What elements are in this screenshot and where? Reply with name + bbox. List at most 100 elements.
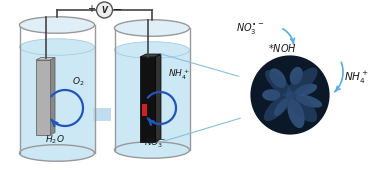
Polygon shape	[265, 123, 280, 150]
Polygon shape	[301, 44, 309, 61]
Polygon shape	[309, 110, 347, 141]
Polygon shape	[235, 100, 259, 109]
Bar	[20, 47, 94, 153]
Ellipse shape	[265, 70, 292, 97]
Polygon shape	[318, 88, 345, 95]
Polygon shape	[235, 49, 262, 73]
Polygon shape	[320, 101, 345, 112]
Ellipse shape	[20, 145, 94, 161]
Polygon shape	[316, 60, 329, 71]
Polygon shape	[296, 120, 311, 164]
Polygon shape	[324, 85, 339, 89]
Polygon shape	[251, 68, 265, 79]
Polygon shape	[307, 111, 344, 148]
Text: $O_2$: $O_2$	[72, 76, 85, 88]
Polygon shape	[318, 98, 363, 109]
Ellipse shape	[115, 142, 189, 158]
Text: V: V	[102, 6, 107, 15]
Polygon shape	[273, 128, 279, 141]
Polygon shape	[155, 54, 161, 142]
Polygon shape	[321, 93, 336, 99]
Polygon shape	[265, 56, 275, 67]
Polygon shape	[312, 37, 335, 65]
Bar	[36, 60, 50, 135]
Polygon shape	[265, 116, 279, 135]
Polygon shape	[313, 53, 327, 69]
Polygon shape	[313, 110, 332, 125]
Polygon shape	[305, 129, 310, 137]
Polygon shape	[215, 72, 260, 89]
Polygon shape	[269, 26, 284, 70]
Polygon shape	[281, 121, 291, 170]
Polygon shape	[287, 20, 293, 66]
Ellipse shape	[20, 39, 94, 55]
Polygon shape	[243, 98, 254, 102]
Polygon shape	[285, 123, 292, 140]
Polygon shape	[224, 105, 255, 122]
Polygon shape	[218, 66, 260, 86]
Text: +: +	[87, 4, 96, 14]
Text: $*NOH$: $*NOH$	[268, 42, 297, 54]
Text: $H_2O$: $H_2O$	[45, 134, 65, 146]
Polygon shape	[313, 55, 343, 78]
Polygon shape	[228, 111, 257, 129]
Polygon shape	[282, 17, 290, 66]
Polygon shape	[253, 46, 272, 70]
Polygon shape	[50, 57, 55, 135]
Polygon shape	[279, 128, 288, 142]
Polygon shape	[313, 120, 336, 144]
Polygon shape	[298, 31, 321, 74]
Polygon shape	[258, 118, 273, 135]
Text: $NO_3^{\bullet-}$: $NO_3^{\bullet-}$	[236, 21, 264, 36]
Polygon shape	[293, 122, 302, 143]
Polygon shape	[251, 58, 273, 79]
Circle shape	[96, 2, 113, 18]
Polygon shape	[271, 126, 282, 147]
Text: $NH_4^+$: $NH_4^+$	[168, 68, 190, 82]
Polygon shape	[261, 56, 277, 76]
Polygon shape	[304, 56, 314, 64]
Polygon shape	[231, 60, 265, 81]
Polygon shape	[223, 94, 263, 100]
Polygon shape	[228, 114, 264, 142]
Ellipse shape	[286, 91, 317, 122]
Text: −: −	[113, 4, 122, 14]
Polygon shape	[320, 108, 344, 120]
Polygon shape	[325, 100, 357, 109]
Polygon shape	[222, 103, 260, 119]
Polygon shape	[307, 51, 341, 80]
Polygon shape	[290, 122, 295, 147]
Polygon shape	[140, 54, 161, 57]
Polygon shape	[253, 123, 273, 152]
Polygon shape	[274, 33, 286, 68]
Polygon shape	[305, 121, 318, 140]
Polygon shape	[269, 37, 279, 58]
Polygon shape	[291, 122, 301, 164]
Polygon shape	[283, 25, 291, 62]
Polygon shape	[299, 51, 308, 68]
Ellipse shape	[290, 67, 303, 85]
Polygon shape	[257, 118, 268, 131]
Polygon shape	[293, 32, 305, 70]
Polygon shape	[239, 117, 271, 153]
Polygon shape	[327, 107, 358, 121]
Polygon shape	[272, 53, 280, 70]
Ellipse shape	[287, 99, 305, 128]
Polygon shape	[299, 126, 308, 148]
Polygon shape	[308, 127, 330, 161]
Ellipse shape	[262, 89, 280, 101]
Polygon shape	[313, 72, 344, 88]
Polygon shape	[36, 57, 55, 60]
Polygon shape	[257, 58, 266, 67]
Polygon shape	[322, 69, 333, 78]
Ellipse shape	[20, 17, 94, 33]
Polygon shape	[259, 116, 280, 152]
Polygon shape	[241, 108, 268, 128]
Polygon shape	[318, 101, 342, 110]
Polygon shape	[223, 83, 251, 94]
Polygon shape	[323, 110, 358, 133]
Polygon shape	[232, 115, 259, 134]
Polygon shape	[227, 91, 265, 94]
Polygon shape	[314, 56, 339, 78]
Polygon shape	[274, 34, 284, 65]
